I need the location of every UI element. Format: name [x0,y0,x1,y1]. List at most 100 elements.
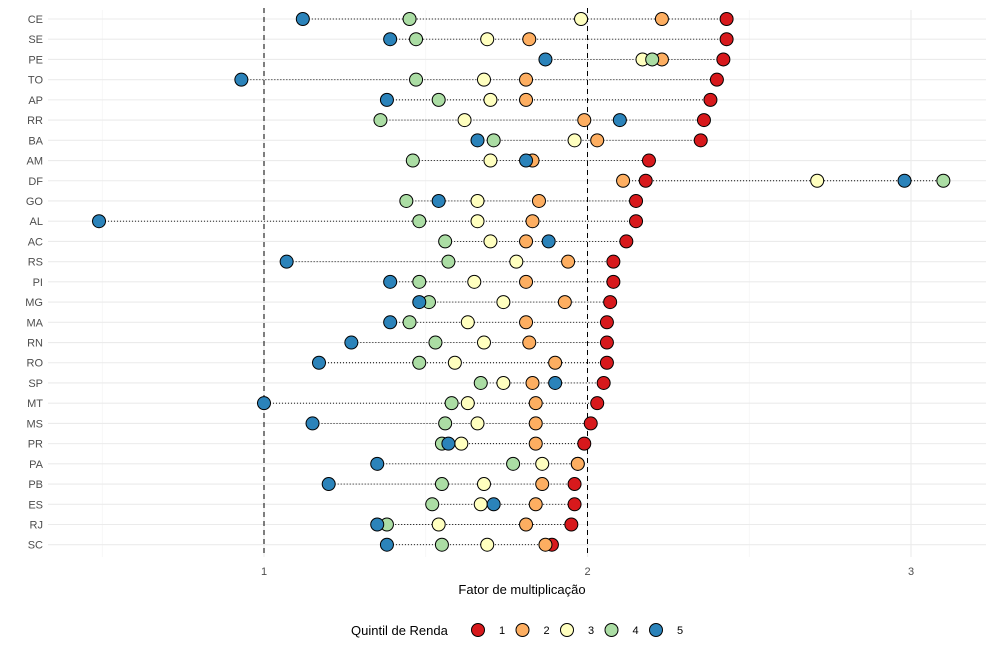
point-RN-q3 [476,335,491,350]
point-BA-q3 [567,133,582,148]
point-MG-q2 [557,295,572,310]
point-PB-q5 [321,477,336,492]
legend-key-4 [604,623,619,637]
point-RO-q2 [548,355,563,370]
point-AL-q1 [629,214,644,229]
point-RN-q1 [599,335,614,350]
y-tick-label: RJ [30,520,43,532]
point-AL-q5 [92,214,107,229]
point-PB-q3 [476,477,491,492]
point-CE-q5 [295,12,310,26]
point-GO-q5 [431,193,446,208]
point-MS-q5 [305,416,320,431]
point-RO-q1 [599,355,614,370]
legend-label: 5 [677,625,683,637]
point-PA-q3 [535,456,550,471]
point-CE-q1 [719,12,734,26]
y-tick-label: GO [26,196,44,208]
point-SC-q2 [538,537,553,552]
point-MS-q1 [583,416,598,431]
legend-title: Quintil de Renda [351,623,449,638]
point-PB-q1 [567,477,582,492]
y-tick-label: MT [27,398,43,410]
point-MT-q5 [257,396,271,411]
point-AP-q4 [431,92,446,107]
point-RO-q5 [311,355,326,370]
point-SP-q2 [525,375,540,390]
point-AC-q4 [438,234,453,249]
legend-label: 4 [633,625,639,637]
y-tick-label: BA [28,135,43,147]
y-tick-label: DF [28,176,43,188]
point-AC-q2 [519,234,534,249]
point-PR-q2 [528,436,543,451]
point-PE-q4 [645,52,660,67]
y-tick-label: AC [28,236,43,248]
point-SE-q5 [383,32,398,47]
point-PA-q4 [506,456,521,471]
y-tick-label: PI [33,277,43,289]
point-MT-q3 [460,396,475,411]
point-MS-q2 [528,416,543,431]
y-tick-label: RS [28,257,43,269]
point-RO-q3 [447,355,462,370]
point-MG-q1 [603,295,618,310]
point-RS-q2 [561,254,576,269]
point-CE-q3 [574,12,589,26]
y-tick-labels: CE SE PE TO AP RR BA AM DF GO AL AC RS PI MG MA RN RO SP MT… [25,14,43,552]
legend: Quintil de Renda 1 2 3 4 5 [351,623,683,638]
point-SC-q3 [480,537,495,552]
x-axis-title: Fator de multiplicação [458,582,585,597]
point-PR-q5 [441,436,456,451]
point-PI-q1 [606,274,621,289]
point-RR-q4 [373,113,388,128]
data-points [92,12,951,552]
y-tick-label: PA [29,459,44,471]
y-tick-label: SC [28,540,43,552]
y-tick-label: MG [25,297,43,309]
legend-key-5 [649,623,663,637]
point-PA-q5 [370,456,385,471]
point-TO-q5 [234,72,249,87]
reference-lines [263,8,588,557]
point-DF-q2 [616,173,631,188]
y-tick-label: AL [30,216,43,228]
point-RR-q2 [577,113,592,128]
legend-key-2 [515,623,530,637]
point-SP-q4 [473,375,488,390]
point-RJ-q5 [370,517,385,532]
point-MT-q4 [444,396,459,411]
y-tick-label: PB [28,479,43,491]
point-BA-q1 [693,133,708,148]
point-RN-q4 [428,335,443,350]
point-GO-q3 [470,193,485,208]
point-MS-q4 [438,416,453,431]
point-SC-q4 [434,537,449,552]
point-TO-q1 [709,72,724,87]
legend-key-1 [471,623,485,637]
y-tick-label: SP [28,378,43,390]
y-tick-label: MS [27,418,44,430]
point-ES-q5 [486,497,501,512]
y-tick-label: RN [27,338,43,350]
point-RS-q5 [279,254,294,269]
point-SC-q5 [379,537,394,552]
x-tick-label: 1 [261,566,267,578]
point-MT-q1 [590,396,605,411]
point-RJ-q1 [564,517,579,532]
point-AP-q3 [483,92,498,107]
point-TO-q3 [476,72,491,87]
point-MT-q2 [528,396,543,411]
point-PA-q2 [570,456,585,471]
legend-key-3 [560,623,574,637]
point-MA-q3 [460,315,475,330]
point-AM-q3 [483,153,498,168]
grid-lines [48,10,986,557]
point-SE-q4 [409,32,424,47]
point-TO-q4 [409,72,424,87]
point-AL-q3 [470,214,485,229]
point-ES-q2 [528,497,543,512]
point-BA-q5 [470,133,485,148]
legend-label: 2 [544,625,550,637]
point-DF-q1 [638,173,653,188]
